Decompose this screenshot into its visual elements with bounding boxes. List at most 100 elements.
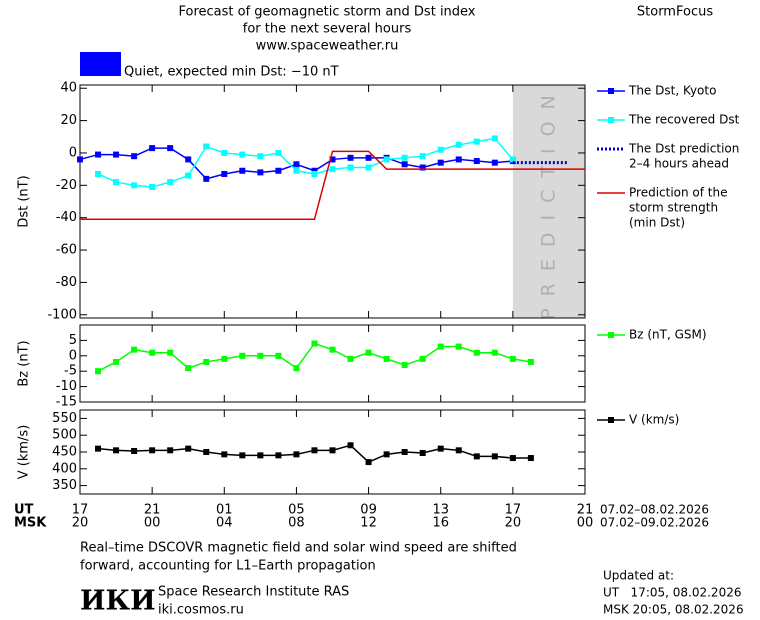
point xyxy=(293,451,300,458)
date-range: 07.02–09.02.2026 xyxy=(600,516,709,530)
series-line xyxy=(97,137,514,188)
point xyxy=(437,159,444,166)
point xyxy=(347,164,354,171)
status: Quiet, expected min Dst: −10 nT xyxy=(124,65,339,80)
x-tick-label: 21 xyxy=(577,503,594,518)
y-tick-label: -15 xyxy=(56,395,77,410)
point xyxy=(131,346,138,353)
y-tick-label: 40 xyxy=(60,81,77,96)
point xyxy=(221,355,228,362)
point xyxy=(113,179,120,186)
x-tick-label-msk: 20 xyxy=(72,516,89,531)
point xyxy=(401,449,408,455)
legend-label: 2–4 hours ahead xyxy=(629,157,729,171)
point xyxy=(509,156,516,163)
x-tick-label: 01 xyxy=(216,503,233,518)
x-tick-label-msk: 00 xyxy=(144,516,161,531)
point xyxy=(203,143,210,150)
point xyxy=(329,166,336,173)
point xyxy=(203,449,210,455)
point xyxy=(419,164,426,171)
legend-label: The recovered Dst xyxy=(628,113,740,127)
point xyxy=(113,358,120,365)
point xyxy=(419,153,426,160)
note: forward, accounting for L1–Earth propaga… xyxy=(80,559,376,574)
legend-marker xyxy=(608,117,614,123)
point xyxy=(365,154,372,161)
y-tick-label: 5 xyxy=(69,333,77,348)
site: iki.cosmos.ru xyxy=(158,603,244,618)
point xyxy=(347,154,354,161)
legend-label: The Dst, Kyoto xyxy=(628,84,716,98)
title-line: Forecast of geomagnetic storm and Dst in… xyxy=(178,5,475,20)
point xyxy=(419,450,426,457)
point xyxy=(347,355,354,362)
point xyxy=(491,349,498,356)
point xyxy=(293,365,300,372)
point xyxy=(95,170,102,177)
point xyxy=(293,167,300,174)
point xyxy=(275,452,282,459)
point xyxy=(455,156,462,163)
point xyxy=(221,451,228,458)
y-tick-label: -5 xyxy=(64,364,77,379)
brand: StormFocus xyxy=(637,5,713,20)
updated: Updated at: xyxy=(603,569,674,583)
y-tick-label: 550 xyxy=(52,411,77,426)
x-axis-label: UT xyxy=(14,503,34,518)
y-tick-label: 500 xyxy=(52,428,77,443)
x-tick-label-msk: 04 xyxy=(216,516,233,531)
y-tick-label: -60 xyxy=(56,243,77,258)
point xyxy=(131,182,138,189)
point xyxy=(185,445,192,452)
point xyxy=(167,179,174,186)
logo: ИКИ xyxy=(80,586,156,617)
point xyxy=(509,355,516,362)
x-tick-label: 09 xyxy=(360,503,377,518)
institute: Space Research Institute RAS xyxy=(158,585,349,600)
y-axis-label: V (km/s) xyxy=(17,425,32,480)
point xyxy=(329,156,336,163)
point xyxy=(131,153,138,160)
point xyxy=(401,161,408,168)
point xyxy=(149,183,156,190)
point xyxy=(401,154,408,161)
legend-label: Bz (nT, GSM) xyxy=(629,328,707,342)
point xyxy=(383,355,390,362)
updated: UT 17:05, 08.02.2026 xyxy=(603,586,741,600)
y-axis-label: Dst (nT) xyxy=(17,175,32,227)
point xyxy=(203,175,210,182)
point xyxy=(473,138,480,145)
updated: MSK 20:05, 08.02.2026 xyxy=(603,603,744,617)
x-tick-label: 17 xyxy=(72,503,89,518)
point xyxy=(275,352,282,359)
point xyxy=(293,161,300,168)
point xyxy=(167,447,174,454)
series-line xyxy=(80,150,585,221)
y-tick-label: -10 xyxy=(56,379,77,394)
y-tick-label: 0 xyxy=(69,348,77,363)
point xyxy=(113,151,120,158)
point xyxy=(527,455,534,462)
point xyxy=(491,135,498,142)
legend-marker xyxy=(608,332,614,338)
point xyxy=(239,167,246,174)
point xyxy=(365,459,372,466)
point xyxy=(239,352,246,359)
point xyxy=(311,447,318,454)
point xyxy=(221,149,228,156)
point xyxy=(455,447,462,454)
point xyxy=(329,447,336,454)
x-tick-label: 13 xyxy=(432,503,449,518)
point xyxy=(257,452,264,459)
point xyxy=(221,170,228,177)
point xyxy=(473,453,480,460)
point xyxy=(455,343,462,350)
prediction-zone xyxy=(512,85,585,318)
date-range: 07.02–08.02.2026 xyxy=(600,503,709,517)
point xyxy=(491,159,498,166)
point xyxy=(473,349,480,356)
point xyxy=(419,355,426,362)
point xyxy=(239,452,246,459)
